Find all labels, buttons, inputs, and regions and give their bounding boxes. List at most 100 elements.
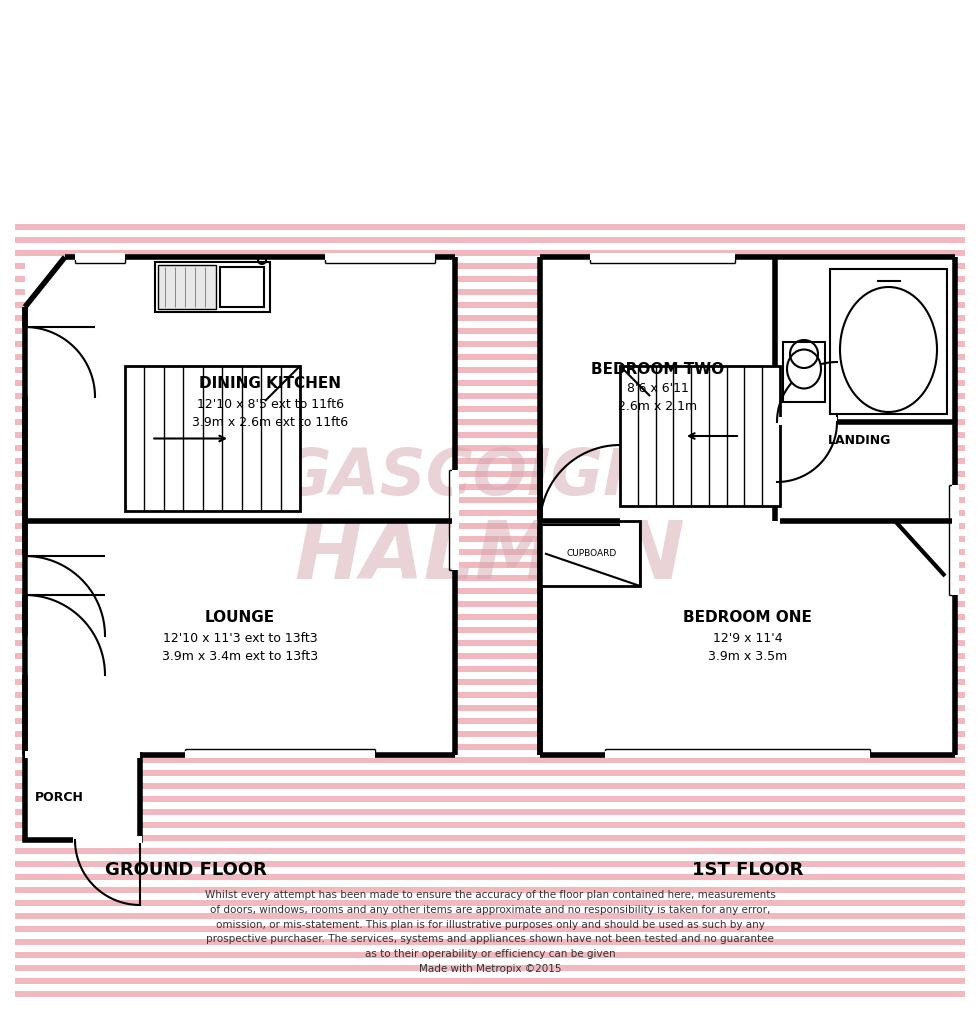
Bar <box>15 874 965 880</box>
Bar <box>15 562 965 569</box>
Bar <box>540 521 640 586</box>
Bar <box>15 900 965 906</box>
Text: HALMAN: HALMAN <box>295 518 685 596</box>
Bar <box>15 692 965 698</box>
Bar <box>15 627 965 633</box>
Bar <box>15 484 965 490</box>
Bar <box>15 952 965 958</box>
Bar <box>605 751 870 758</box>
Bar <box>155 262 270 312</box>
Bar <box>15 289 965 295</box>
Ellipse shape <box>840 287 937 412</box>
Bar <box>620 366 780 506</box>
Bar <box>15 757 965 763</box>
Bar <box>15 809 965 815</box>
Bar <box>15 302 965 308</box>
Bar <box>15 861 965 868</box>
Bar <box>15 783 965 789</box>
Text: 1ST FLOOR: 1ST FLOOR <box>692 861 804 879</box>
Bar <box>15 510 965 516</box>
Bar <box>220 267 264 307</box>
Text: PORCH: PORCH <box>35 791 84 804</box>
Bar <box>783 342 825 402</box>
Bar <box>15 835 965 841</box>
Bar <box>15 705 965 711</box>
Text: DINING KITCHEN: DINING KITCHEN <box>199 376 341 392</box>
Bar <box>15 471 965 477</box>
Bar <box>15 744 965 750</box>
Ellipse shape <box>787 350 821 388</box>
Bar <box>952 485 959 595</box>
Bar <box>15 770 965 776</box>
Text: GROUND FLOOR: GROUND FLOOR <box>105 861 267 879</box>
Text: BEDROOM TWO: BEDROOM TWO <box>591 361 724 376</box>
Bar <box>25 751 140 758</box>
Bar <box>15 679 965 685</box>
Bar <box>15 432 965 438</box>
Bar <box>15 640 965 646</box>
Bar <box>15 224 965 230</box>
Bar <box>15 419 965 425</box>
Bar <box>15 965 965 971</box>
Text: 8'6 x 6'11: 8'6 x 6'11 <box>626 382 688 396</box>
Text: LOUNGE: LOUNGE <box>205 610 275 625</box>
Bar <box>590 253 735 260</box>
Bar <box>540 257 955 755</box>
Bar <box>15 497 965 503</box>
Bar <box>15 237 965 243</box>
Bar <box>15 276 965 282</box>
Bar <box>15 250 965 256</box>
Bar <box>15 549 965 555</box>
Bar <box>15 601 965 607</box>
Bar <box>125 366 300 511</box>
Bar <box>777 259 953 420</box>
Text: Whilst every attempt has been made to ensure the accuracy of the floor plan cont: Whilst every attempt has been made to en… <box>205 890 775 974</box>
Bar <box>777 417 837 425</box>
Bar <box>15 328 965 334</box>
Text: GASCOIGNE: GASCOIGNE <box>279 446 701 508</box>
Bar <box>15 406 965 412</box>
Bar <box>15 822 965 828</box>
Bar <box>15 926 965 932</box>
Bar <box>73 836 142 843</box>
Bar <box>15 380 965 386</box>
Bar <box>75 253 125 260</box>
Bar <box>15 848 965 854</box>
Bar <box>25 755 140 840</box>
Bar <box>15 458 965 464</box>
Bar <box>15 913 965 919</box>
Text: 12'10 x 8'5 ext to 11ft6: 12'10 x 8'5 ext to 11ft6 <box>197 398 344 411</box>
Bar <box>15 393 965 399</box>
Text: 2.6m x 2.1m: 2.6m x 2.1m <box>618 401 697 414</box>
Bar <box>185 751 375 758</box>
Bar <box>158 265 216 309</box>
Text: LANDING: LANDING <box>828 434 892 447</box>
Bar <box>325 253 435 260</box>
Bar <box>15 978 965 984</box>
Bar <box>15 523 965 529</box>
Text: 3.9m x 3.5m: 3.9m x 3.5m <box>708 650 787 662</box>
Bar <box>25 257 455 755</box>
Bar <box>15 575 965 581</box>
Text: BEDROOM ONE: BEDROOM ONE <box>683 610 812 625</box>
Bar <box>15 341 965 347</box>
Text: 12'10 x 11'3 ext to 13ft3: 12'10 x 11'3 ext to 13ft3 <box>163 632 318 645</box>
Bar <box>830 270 947 414</box>
Bar <box>15 653 965 659</box>
Text: 3.9m x 3.4m ext to 13ft3: 3.9m x 3.4m ext to 13ft3 <box>162 650 318 662</box>
Bar <box>15 367 965 373</box>
Bar <box>15 796 965 802</box>
Text: CUPBOARD: CUPBOARD <box>566 549 617 558</box>
Bar <box>15 263 965 270</box>
Bar <box>15 666 965 672</box>
Bar <box>15 315 965 321</box>
Bar <box>15 614 965 620</box>
Bar <box>15 354 965 360</box>
Bar <box>15 991 965 997</box>
Bar <box>15 536 965 542</box>
Text: 12'9 x 11'4: 12'9 x 11'4 <box>712 632 782 645</box>
Bar <box>15 445 965 451</box>
Bar <box>452 470 459 570</box>
Text: 3.9m x 2.6m ext to 11ft6: 3.9m x 2.6m ext to 11ft6 <box>192 416 348 428</box>
Bar <box>15 887 965 893</box>
